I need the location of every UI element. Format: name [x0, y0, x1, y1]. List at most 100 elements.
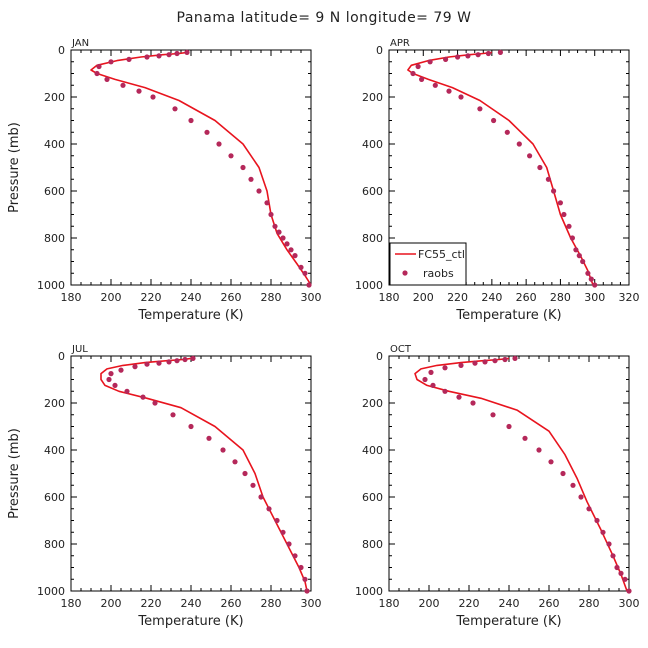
raobs-point: [545, 176, 552, 182]
y-tick-label: 1000: [37, 279, 65, 292]
x-tick-label: 280: [579, 597, 600, 610]
raobs-point: [268, 211, 274, 218]
raobs-point: [458, 94, 464, 100]
y-tick-label: 800: [362, 232, 383, 245]
raobs-point: [618, 570, 624, 577]
y-tick-label: 800: [44, 538, 65, 551]
x-tick-label: 240: [181, 597, 202, 610]
raobs-point: [586, 506, 592, 512]
raobs-point: [302, 576, 308, 582]
y-tick-label: 200: [362, 91, 383, 104]
raobs-point: [108, 59, 114, 65]
raobs-point: [592, 282, 598, 288]
y-tick-label: 600: [362, 491, 383, 504]
raobs-point: [140, 394, 146, 400]
raobs-point: [506, 423, 512, 430]
raobs-point: [204, 129, 210, 135]
series-line-fc55-ctl: [100, 357, 308, 592]
x-axis-label: Temperature (K): [455, 614, 561, 629]
y-tick-label: 0: [376, 350, 383, 363]
raobs-point: [144, 54, 150, 60]
raobs-point: [566, 223, 572, 229]
raobs-point: [264, 200, 270, 206]
x-tick-label: 260: [221, 597, 242, 610]
y-tick-label: 600: [44, 491, 65, 504]
raobs-point: [266, 506, 272, 512]
raobs-point: [286, 541, 292, 547]
y-tick-label: 0: [58, 350, 65, 363]
raobs-point: [124, 388, 130, 394]
y-tick-label: 800: [362, 538, 383, 551]
y-tick-label: 1000: [355, 585, 383, 598]
raobs-point: [242, 470, 248, 477]
raobs-point: [228, 153, 234, 159]
panels-group: 180 200 220 240 260 280 300 0 200 400 600 800 1000 Te…: [7, 38, 640, 629]
raobs-point: [492, 358, 498, 364]
raobs-point: [240, 164, 246, 171]
x-tick-label: 200: [101, 597, 122, 610]
raobs-point: [548, 459, 554, 465]
x-tick-label: 240: [499, 597, 520, 610]
raobs-point: [561, 211, 567, 218]
raobs-point: [132, 364, 138, 370]
raobs-point: [578, 494, 584, 500]
raobs-point: [490, 412, 496, 418]
raobs-point: [610, 553, 616, 559]
y-tick-label: 0: [58, 44, 65, 57]
raobs-point: [280, 235, 286, 241]
raobs-point: [446, 88, 452, 94]
legend-box: [389, 242, 467, 286]
y-tick-label: 1000: [355, 279, 383, 292]
raobs-point: [182, 356, 188, 363]
raobs-point: [150, 94, 156, 100]
raobs-point: [432, 82, 438, 88]
raobs-point: [585, 270, 591, 276]
y-axis-label: Pressure (mb): [7, 122, 22, 213]
raobs-point: [551, 188, 557, 194]
tick-marks: [70, 49, 312, 286]
raobs-point: [94, 70, 100, 77]
raobs-point: [497, 49, 503, 56]
raobs-point: [250, 482, 256, 488]
plot-frame: [388, 355, 630, 592]
y-tick-label: 1000: [37, 585, 65, 598]
raobs-point: [170, 412, 176, 418]
raobs-point: [557, 200, 564, 206]
raobs-point: [428, 369, 434, 375]
x-tick-label: 300: [301, 597, 322, 610]
raobs-point: [570, 482, 576, 488]
raobs-point: [626, 588, 632, 594]
raobs-point: [455, 54, 461, 60]
raobs-point: [188, 117, 194, 124]
x-tick-label: 220: [141, 597, 162, 610]
raobs-point: [442, 388, 448, 394]
raobs-point: [512, 355, 518, 361]
x-tick-label: 200: [101, 291, 122, 304]
raobs-point: [292, 253, 298, 259]
raobs-point: [280, 529, 286, 535]
raobs-point: [606, 541, 612, 547]
raobs-point: [516, 141, 522, 147]
raobs-point: [594, 517, 600, 524]
y-axis-label: Pressure (mb): [7, 428, 22, 519]
tick-marks: [388, 355, 630, 592]
raobs-point: [174, 50, 180, 57]
raobs-point: [144, 361, 150, 367]
raobs-point: [536, 447, 542, 453]
raobs-point: [258, 494, 264, 500]
raobs-point: [537, 164, 543, 171]
raobs-point: [502, 356, 508, 363]
raobs-point: [306, 282, 312, 288]
y-tick-label: 200: [44, 397, 65, 410]
raobs-point: [206, 435, 212, 441]
x-tick-label: 240: [181, 291, 202, 304]
raobs-point: [560, 470, 566, 477]
series-line-fc55-ctl: [90, 51, 312, 286]
x-axis-label: Temperature (K): [137, 614, 243, 629]
raobs-point: [600, 529, 606, 535]
x-tick-label: 220: [141, 291, 162, 304]
raobs-point: [470, 400, 476, 406]
raobs-point: [298, 264, 304, 270]
raobs-point: [220, 447, 226, 453]
